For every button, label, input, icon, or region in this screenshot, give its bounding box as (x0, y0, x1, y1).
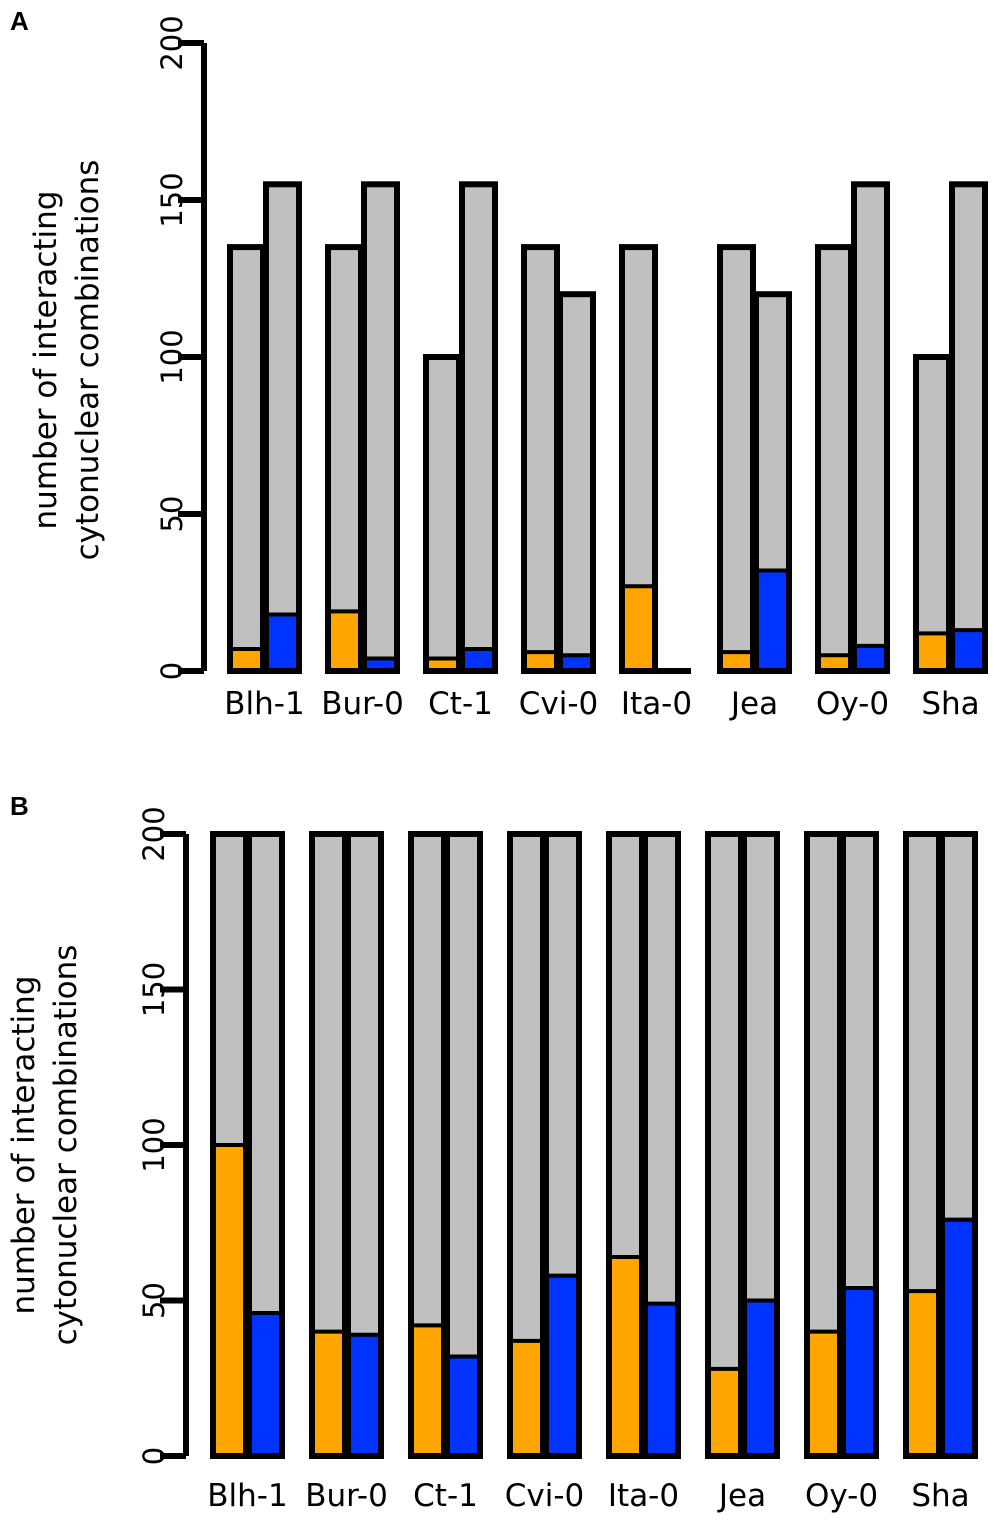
bar-left-Oy-0-value (810, 1331, 837, 1453)
y-tick-label: 0 (155, 662, 189, 680)
bar-left-Jea-total (705, 831, 744, 1459)
panel-a-category-labels: Blh-1 Bur-0 Ct-1 Cvi-0 Ita-0 Jea Oy-0 Sha (224, 686, 979, 722)
panel-a-ylabel-line1: number of interacting (28, 191, 64, 530)
category-label: Sha (911, 1478, 969, 1514)
bar-right-Blh-1-total (263, 181, 302, 675)
bar-left-Blh-1-total (227, 244, 266, 674)
category-label: Blh-1 (207, 1478, 287, 1514)
panel-b-ylabel-line2: cytonuclear combinations (48, 945, 84, 1346)
panel-b-category-labels: Blh-1 Bur-0 Ct-1 Cvi-0 Ita-0 Jea Oy-0 Sha (207, 1478, 969, 1514)
bar-right-Blh-1-value (269, 614, 296, 668)
y-tick-label: 50 (155, 496, 189, 533)
bar-left-Jea-value (711, 1368, 738, 1453)
bar-right-Cvi-0-value (549, 1275, 576, 1453)
bar-right-Ct-1-value (465, 649, 492, 668)
panel-a-bars (227, 181, 988, 675)
bar-left-Ita-0-value (625, 586, 652, 668)
panel-b-bars (210, 831, 978, 1459)
bar-left-Bur-0-total (325, 244, 364, 674)
bar-right-Cvi-0-total (557, 291, 596, 674)
y-tick-label: 200 (155, 15, 189, 70)
bar-left-Ct-1-value (429, 658, 456, 668)
bar-left-Ct-1-total (423, 354, 462, 674)
bar-left-Blh-1-value (233, 649, 260, 668)
bar-right-Ita-0-value (648, 1303, 675, 1453)
category-label: Ita-0 (608, 1478, 679, 1514)
bar-left-Oy-0-value (821, 655, 848, 668)
y-tick-label: 100 (137, 1117, 171, 1172)
category-label: Ct-1 (428, 686, 493, 722)
category-label: Sha (921, 686, 979, 722)
bar-right-Cvi-0-value (563, 655, 590, 668)
bar-left-Ita-0-value (612, 1256, 639, 1453)
bar-left-Sha-value (909, 1291, 936, 1453)
y-tick-label: 0 (137, 1447, 171, 1465)
y-tick-label: 150 (137, 962, 171, 1017)
bar-left-Bur-0-value (331, 611, 358, 668)
category-label: Oy-0 (816, 686, 889, 722)
bar-left-Jea-value (723, 652, 750, 668)
y-tick-label: 100 (155, 329, 189, 384)
bar-right-Jea-value (759, 570, 786, 668)
bar-left-Oy-0-total (815, 244, 854, 674)
panel-b-y-axis: 0 50 100 150 200 (137, 806, 189, 1465)
bar-right-Ct-1-total (459, 181, 498, 675)
bar-right-Sha-value (945, 1219, 972, 1453)
bar-right-Bur-0-total (361, 181, 400, 675)
bar-right-Bur-0-value (367, 658, 394, 668)
bar-right-Oy-0-total (851, 181, 890, 675)
bar-left-Sha-total (913, 354, 952, 674)
bar-right-Oy-0-value (857, 645, 884, 668)
bar-left-Jea-total (717, 244, 756, 674)
category-label: Cvi-0 (519, 686, 599, 722)
category-label: Bur-0 (321, 686, 404, 722)
bar-right-Blh-1-value (252, 1312, 279, 1453)
category-label: Cvi-0 (505, 1478, 585, 1514)
category-label: Blh-1 (224, 686, 304, 722)
bar-left-Bur-0-value (315, 1331, 342, 1453)
panel-a-letter: A (10, 6, 29, 36)
panel-b-letter: B (10, 791, 29, 821)
bar-right-Sha-value (955, 630, 982, 668)
bar-right-Oy-0-value (846, 1288, 873, 1453)
panel-a: A number of interacting cytonuclear comb… (10, 6, 988, 722)
bar-right-Bur-0-value (351, 1334, 378, 1453)
panel-b: B number of interacting cytonuclear comb… (6, 791, 978, 1514)
bar-left-Cvi-0-value (527, 652, 554, 668)
bar-left-Cvi-0-total (521, 244, 560, 674)
category-label: Oy-0 (805, 1478, 878, 1514)
panel-a-y-axis: 0 50 100 150 200 (155, 15, 207, 680)
category-label: Jea (729, 686, 778, 722)
bar-left-Sha-value (919, 633, 946, 668)
bar-left-Ct-1-value (414, 1325, 441, 1453)
category-label: Ct-1 (413, 1478, 478, 1514)
category-label: Ita-0 (621, 686, 692, 722)
panel-b-ylabel-line1: number of interacting (6, 976, 42, 1315)
y-tick-label: 150 (155, 172, 189, 227)
bar-left-Blh-1-value (216, 1145, 243, 1453)
category-label: Jea (717, 1478, 766, 1514)
bar-right-Sha-total (949, 181, 988, 675)
panel-a-ylabel-line2: cytonuclear combinations (70, 160, 106, 561)
category-label: Bur-0 (305, 1478, 388, 1514)
y-tick-label: 50 (137, 1282, 171, 1319)
bar-left-Cvi-0-value (513, 1340, 540, 1453)
y-tick-label: 200 (137, 806, 171, 861)
bar-right-Jea-value (747, 1300, 774, 1453)
bar-right-Ct-1-value (450, 1356, 477, 1453)
bar-right-Ct-1-total (444, 831, 483, 1459)
